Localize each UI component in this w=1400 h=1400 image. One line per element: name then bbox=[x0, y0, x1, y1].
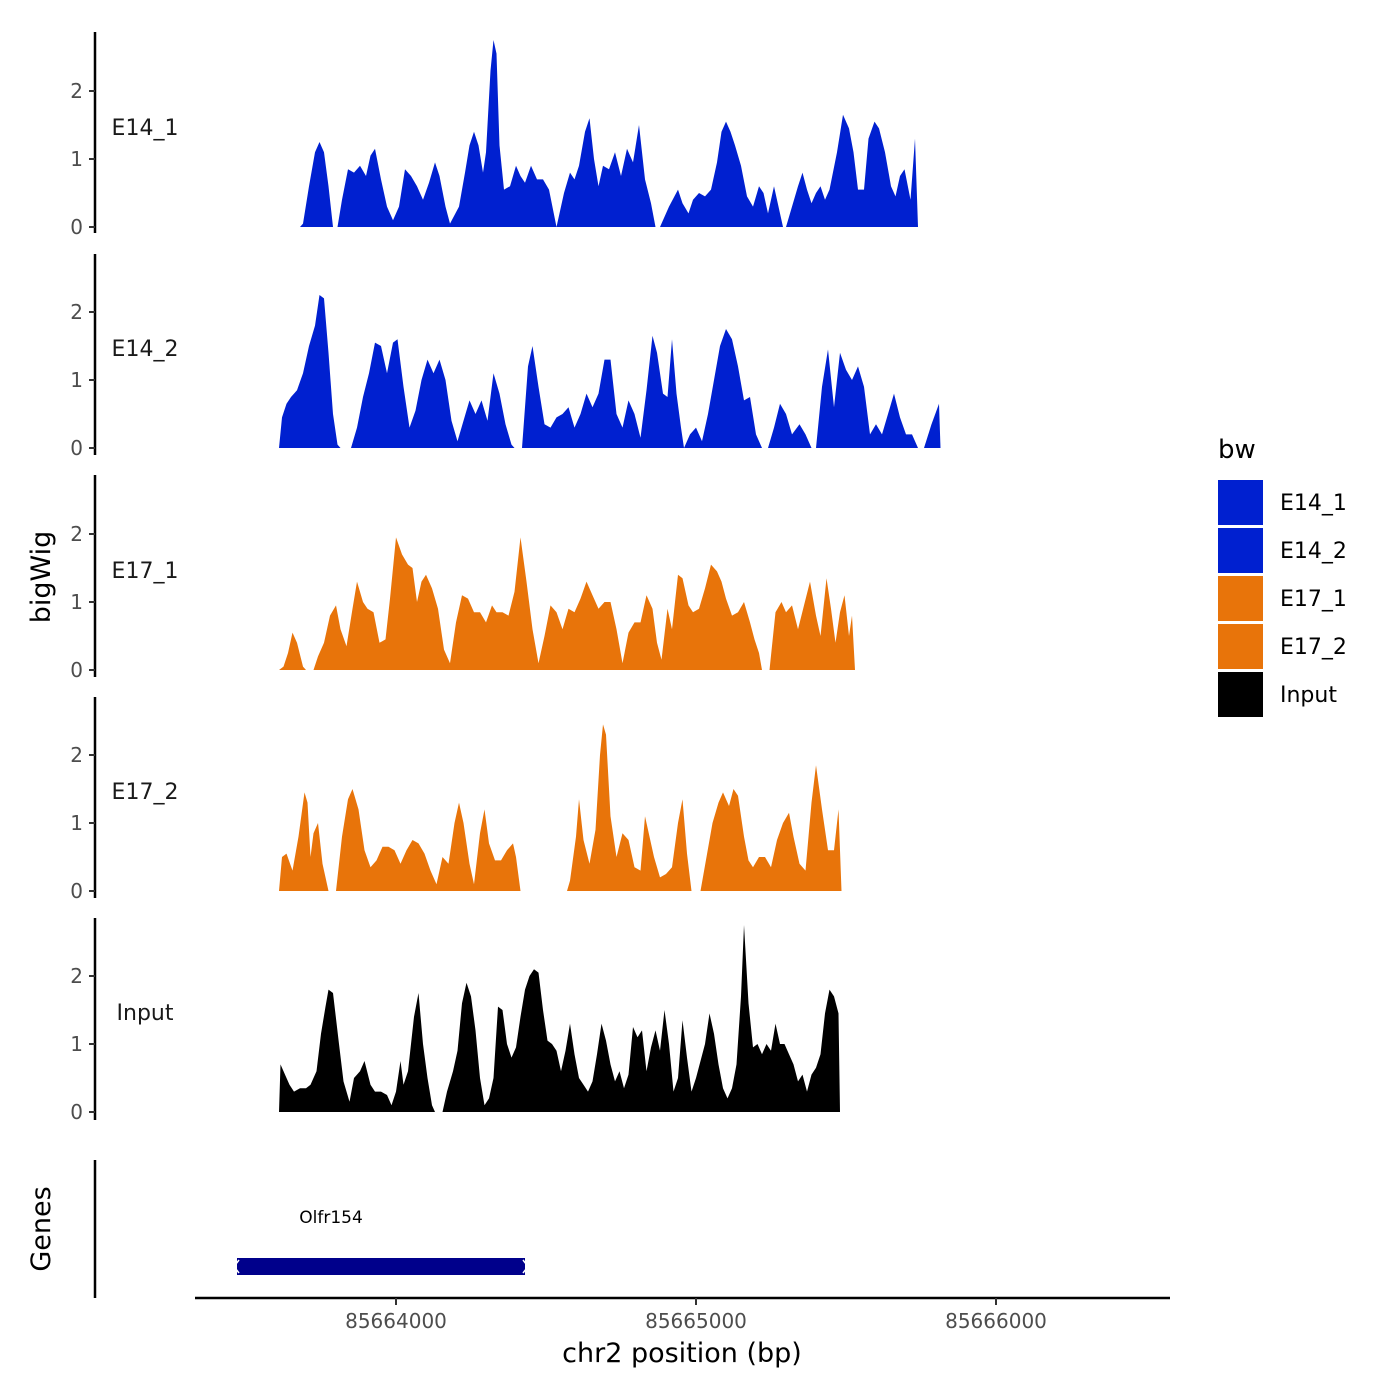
track-label: Input bbox=[117, 1001, 174, 1026]
x-axis: 85664000 85665000 85666000 bbox=[195, 1296, 1170, 1333]
gene-strand-marker-start bbox=[233, 1259, 240, 1274]
x-tick-label: 85664000 bbox=[345, 1309, 447, 1333]
area-segment-E14_2 bbox=[351, 339, 515, 448]
y-tick-label: 0 bbox=[70, 658, 83, 682]
legend-swatch-Input bbox=[1218, 672, 1263, 717]
area-segment-E14_1 bbox=[660, 121, 783, 227]
area-segment-E14_2 bbox=[522, 335, 684, 448]
area-segment-E17_2 bbox=[567, 724, 692, 891]
area-segment-E14_1 bbox=[786, 114, 918, 227]
y-tick-label: 2 bbox=[70, 522, 83, 546]
gene-strand-marker-end bbox=[522, 1259, 529, 1274]
legend-title: bw bbox=[1218, 435, 1256, 465]
y-tick-label: 1 bbox=[70, 811, 83, 835]
area-segment-E14_2 bbox=[279, 295, 341, 448]
area-segment-E17_1 bbox=[313, 537, 762, 670]
genes-layer: Olfr154 bbox=[93, 1160, 529, 1298]
legend-label: E17_1 bbox=[1280, 587, 1347, 612]
area-segment-E14_2 bbox=[684, 329, 762, 448]
track-label: E14_1 bbox=[112, 116, 179, 141]
area-segment-E14_2 bbox=[816, 349, 918, 448]
track-Input: 0 1 2 Input bbox=[70, 918, 840, 1124]
tracks-layer: 0 1 2 E14_1 0 1 2 E14_2 0 1 2 E17_1 0 1 2 E17_2 0 1 2 Input bbox=[70, 32, 941, 1124]
track-E14_2: 0 1 2 E14_2 bbox=[70, 254, 941, 460]
track-E17_1: 0 1 2 E17_1 bbox=[70, 475, 855, 682]
y-axis-title-bigwig: bigWig bbox=[26, 531, 57, 624]
area-segment-E17_2 bbox=[279, 792, 329, 891]
area-segment-E14_1 bbox=[337, 40, 557, 227]
legend: bw E14_1 E14_2 E17_1 E17_2 Input bbox=[1218, 435, 1347, 717]
track-label: E17_1 bbox=[112, 559, 179, 584]
legend-swatch-E17_2 bbox=[1218, 624, 1263, 669]
y-tick-label: 0 bbox=[70, 1100, 83, 1124]
track-label: E17_2 bbox=[112, 780, 179, 805]
area-segment-E14_2 bbox=[768, 403, 812, 448]
y-tick-label: 2 bbox=[70, 743, 83, 767]
area-segment-Input bbox=[279, 989, 435, 1112]
legend-label: E14_1 bbox=[1280, 491, 1347, 516]
track-label: E14_2 bbox=[112, 337, 179, 362]
area-segment-Input bbox=[442, 925, 840, 1112]
y-tick-label: 1 bbox=[70, 590, 83, 614]
track-E17_2: 0 1 2 E17_2 bbox=[70, 697, 842, 903]
x-tick-label: 85665000 bbox=[645, 1309, 747, 1333]
area-segment-E17_1 bbox=[769, 578, 855, 670]
legend-swatch-E14_1 bbox=[1218, 480, 1263, 525]
y-tick-label: 2 bbox=[70, 79, 83, 103]
area-segment-E17_2 bbox=[700, 765, 842, 891]
area-segment-E14_2 bbox=[924, 403, 941, 448]
y-tick-label: 1 bbox=[70, 1032, 83, 1056]
track-E14_1: 0 1 2 E14_1 bbox=[70, 32, 918, 239]
y-tick-label: 0 bbox=[70, 436, 83, 460]
area-segment-E14_1 bbox=[556, 118, 656, 227]
area-segment-E14_1 bbox=[300, 142, 333, 227]
legend-swatch-E14_2 bbox=[1218, 528, 1263, 573]
y-tick-label: 2 bbox=[70, 964, 83, 988]
y-tick-label: 1 bbox=[70, 368, 83, 392]
y-tick-label: 0 bbox=[70, 879, 83, 903]
gene-body bbox=[237, 1258, 525, 1275]
y-axis-title-genes: Genes bbox=[26, 1186, 57, 1271]
legend-swatch-E17_1 bbox=[1218, 576, 1263, 621]
y-tick-label: 2 bbox=[70, 300, 83, 324]
y-tick-label: 0 bbox=[70, 215, 83, 239]
area-segment-E17_2 bbox=[336, 789, 521, 891]
x-axis-title: chr2 position (bp) bbox=[562, 1338, 802, 1369]
legend-label: Input bbox=[1280, 683, 1337, 708]
legend-label: E14_2 bbox=[1280, 539, 1347, 564]
area-segment-E17_1 bbox=[279, 632, 306, 670]
legend-label: E17_2 bbox=[1280, 635, 1347, 660]
x-tick-label: 85666000 bbox=[945, 1309, 1047, 1333]
gene-label: Olfr154 bbox=[299, 1208, 363, 1228]
y-tick-label: 1 bbox=[70, 147, 83, 171]
